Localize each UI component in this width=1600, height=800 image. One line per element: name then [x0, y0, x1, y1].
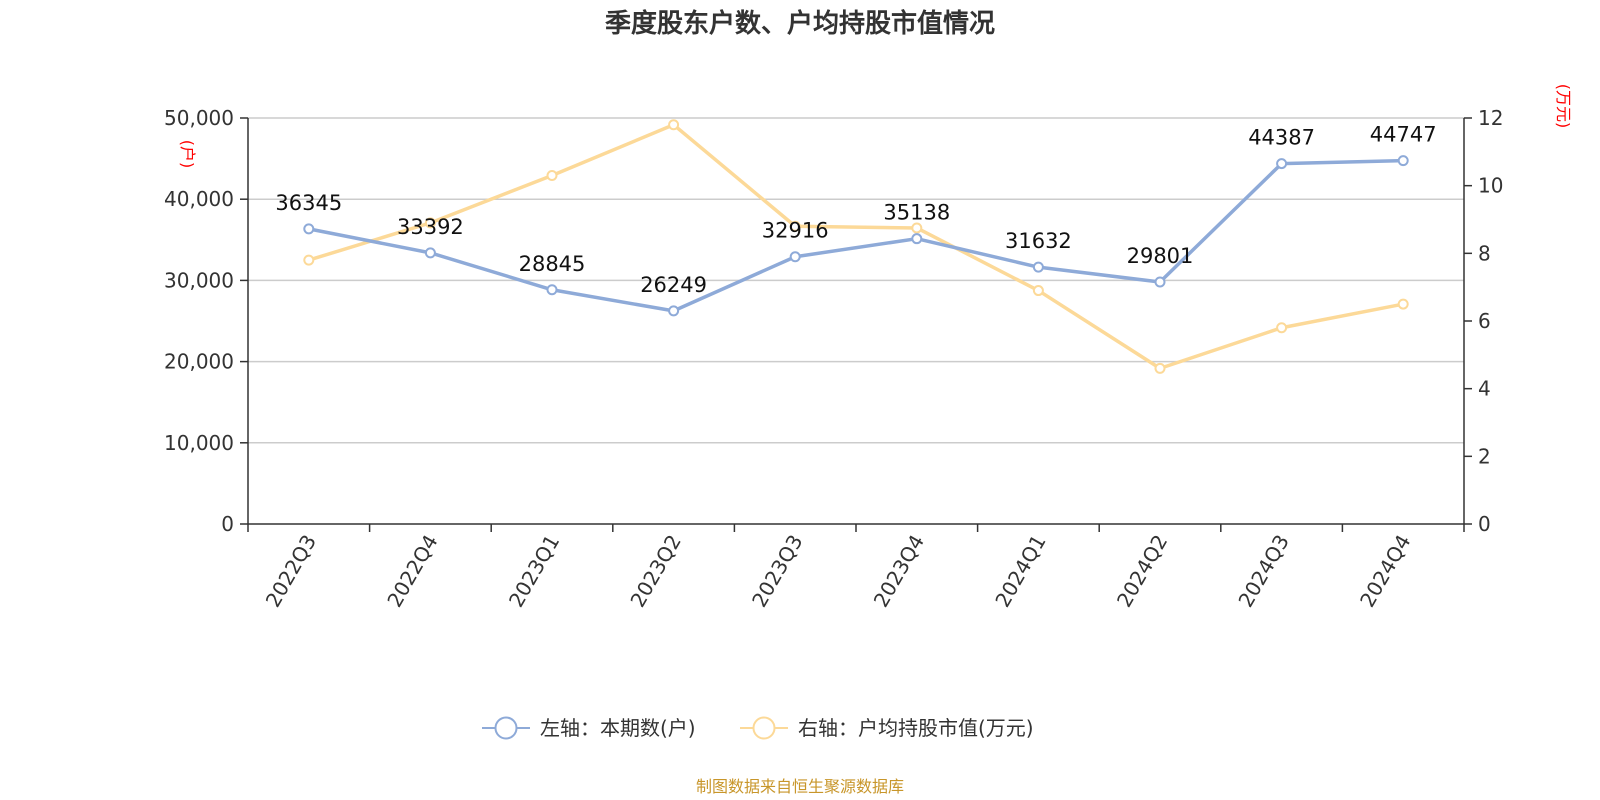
series-point-right	[911, 222, 923, 234]
x-tick-label: 2023Q3	[747, 531, 807, 612]
right-axis-unit: (万元)	[1554, 84, 1573, 129]
right-tick-label: 8	[1478, 241, 1491, 265]
right-tick-label: 4	[1478, 377, 1491, 401]
legend-label-1: 右轴：户均持股市值(万元)	[798, 716, 1034, 740]
series-point-left	[546, 284, 558, 296]
left-tick-label: 40,000	[164, 187, 234, 211]
left-axis-unit: (户)	[178, 140, 197, 169]
series-point-right	[303, 254, 315, 266]
right-tick-label: 12	[1478, 106, 1503, 130]
data-label: 26249	[640, 273, 707, 297]
gridlines	[248, 117, 1464, 444]
data-label: 44747	[1370, 123, 1437, 147]
series-point-left	[789, 251, 801, 263]
left-tick-label: 20,000	[164, 350, 234, 374]
series-point-left	[1397, 155, 1409, 167]
left-tick-label: 0	[221, 512, 234, 536]
series-point-left	[424, 247, 436, 259]
left-tick-label: 50,000	[164, 106, 234, 130]
chart-title: 季度股东户数、户均持股市值情况	[605, 8, 995, 39]
x-tick-label: 2024Q1	[990, 531, 1050, 612]
left-tick-label: 10,000	[164, 431, 234, 455]
series-point-right	[1032, 285, 1044, 297]
series-layer	[303, 119, 1409, 374]
source-note: 制图数据来自恒生聚源数据库	[696, 777, 904, 796]
right-tick-label: 6	[1478, 309, 1491, 333]
series-point-right	[424, 217, 436, 229]
series-point-left	[1032, 261, 1044, 273]
x-tick-label: 2022Q3	[261, 531, 321, 612]
right-tick-label: 2	[1478, 444, 1491, 468]
legend-label-0: 左轴：本期数(户)	[540, 716, 696, 740]
legend-marker-0	[494, 716, 518, 740]
series-point-left	[668, 305, 680, 317]
data-labels: 36345 33392 28845 26249 32916 35138 31632 29801…	[275, 123, 1436, 297]
series-point-right	[789, 220, 801, 232]
data-label: 28845	[519, 252, 586, 276]
series-point-right	[1397, 298, 1409, 310]
left-tick-label: 30,000	[164, 268, 234, 292]
x-tick-label: 2024Q3	[1233, 531, 1293, 612]
x-tick-label: 2023Q1	[504, 531, 564, 612]
series-point-right	[1276, 322, 1288, 334]
right-tick-label: 10	[1478, 174, 1503, 198]
right-tick-label: 0	[1478, 512, 1491, 536]
data-label: 32916	[762, 219, 829, 243]
data-label: 36345	[275, 191, 342, 215]
data-label: 31632	[1005, 229, 1072, 253]
series-line-left	[308, 158, 1404, 313]
data-label: 29801	[1127, 244, 1194, 268]
series-point-left	[303, 223, 315, 235]
legend: 左轴：本期数(户) 右轴：户均持股市值(万元)	[482, 716, 1034, 740]
x-tick-label: 2022Q4	[382, 531, 442, 612]
series-point-right	[668, 119, 680, 131]
x-tick-label: 2024Q4	[1355, 531, 1415, 612]
series-point-left	[1154, 276, 1166, 288]
x-tick-label: 2023Q4	[869, 531, 929, 612]
data-label: 33392	[397, 215, 464, 239]
series-line-right	[308, 123, 1404, 371]
data-label: 44387	[1248, 126, 1315, 150]
axes: 0 10,000 20,000 30,000 40,000 50,000 0 2 4 6 8 10 12…	[164, 106, 1503, 611]
series-point-left	[1276, 158, 1288, 170]
series-point-right	[546, 170, 558, 182]
data-label: 35138	[883, 201, 950, 225]
legend-marker-1	[752, 716, 776, 740]
series-point-right	[1154, 362, 1166, 374]
x-tick-label: 2023Q2	[625, 531, 685, 612]
x-tick-label: 2024Q2	[1112, 531, 1172, 612]
series-point-left	[911, 233, 923, 245]
